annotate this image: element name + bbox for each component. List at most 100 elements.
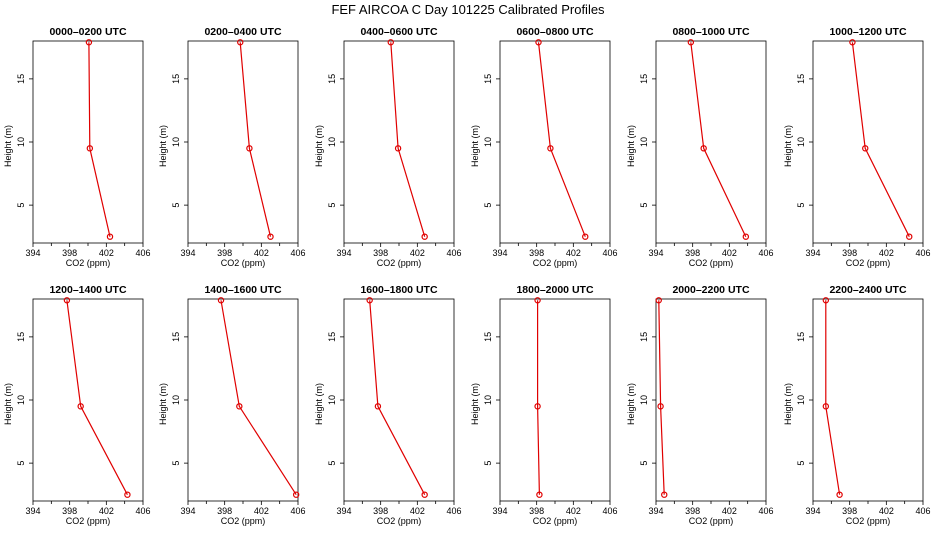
figure-title: FEF AIRCOA C Day 101225 Calibrated Profi… [331,2,605,17]
y-tick-label: 5 [483,461,493,466]
x-axis-label: CO2 (ppm) [689,258,734,268]
y-tick-label: 10 [171,395,181,405]
y-tick-label: 15 [639,74,649,84]
panel-6: 1000–1200 UTC 394 398 402 406 5 10 15 CO2 (ppm) H… [783,26,931,268]
y-tick-label: 10 [16,395,26,405]
y-tick-label: 10 [327,395,337,405]
x-tick-label: 402 [410,248,425,258]
y-tick-label: 5 [327,461,337,466]
data-point [655,297,662,304]
data-point [86,145,94,152]
y-tick-label: 10 [171,137,181,147]
data-point [77,403,84,410]
plot-frame [32,298,144,502]
y-tick-label: 10 [796,137,806,147]
panel-7: 1200–1400 UTC 394 398 402 406 5 10 15 CO2 (ppm) H… [3,284,151,526]
y-tick-label: 5 [16,461,26,466]
panel-title: 1000–1200 UTC [829,26,906,38]
y-tick-label: 15 [327,332,337,342]
x-axis-label: CO2 (ppm) [689,516,734,526]
x-tick-label: 406 [758,248,773,258]
x-tick-label: 402 [254,506,269,516]
x-tick-label: 406 [915,506,930,516]
panel-11: 2000–2200 UTC 394 398 402 406 5 10 15 CO2 (ppm) H… [626,284,774,526]
x-tick-label: 394 [805,248,820,258]
y-tick-label: 10 [796,395,806,405]
data-point [836,491,843,498]
y-tick-label: 15 [796,332,806,342]
panel-5: 0800–1000 UTC 394 398 402 406 5 10 15 CO2 (ppm) H… [626,26,774,268]
x-tick-label: 402 [99,248,114,258]
panel-8: 1400–1600 UTC 394 398 402 406 5 10 15 CO2 (ppm) H… [158,284,306,526]
x-tick-label: 402 [722,248,737,258]
x-axis-label: CO2 (ppm) [221,516,266,526]
panel-title: 2200–2400 UTC [829,284,906,296]
y-axis-label: Height (m) [3,383,13,425]
y-tick-label: 15 [796,74,806,84]
data-point [536,491,543,498]
x-tick-label: 406 [602,506,617,516]
panel-title: 1600–1800 UTC [360,284,437,296]
x-tick-label: 398 [62,248,77,258]
data-point [862,145,869,152]
data-point [236,403,243,410]
data-point [700,145,707,152]
y-axis-label: Height (m) [3,125,13,167]
y-tick-label: 15 [483,332,493,342]
plot-frame [655,40,767,244]
x-tick-label: 394 [25,248,40,258]
profile-line [658,300,665,495]
profile-line [369,300,426,495]
x-tick-label: 406 [446,506,461,516]
plot-frame [32,40,144,244]
panel-1: 0000–0200 UTC 394 398 402 406 5 10 15 CO2 (ppm) H… [3,26,151,268]
panel-12: 2200–2400 UTC 394 398 402 406 5 10 15 CO2 (ppm) H… [783,284,931,526]
panel-3: 0400–0600 UTC 394 398 402 406 5 10 15 CO2 (ppm) H… [314,26,462,268]
y-tick-label: 15 [16,332,26,342]
y-axis-label: Height (m) [470,383,480,425]
plot-frame [499,40,611,244]
data-point [63,297,71,304]
x-tick-label: 406 [446,248,461,258]
profile-line [66,300,128,495]
data-point [387,39,394,46]
data-point [534,297,541,304]
panel-title: 2000–2200 UTC [672,284,749,296]
panel-9: 1600–1800 UTC 394 398 402 406 5 10 15 CO2 (ppm) H… [314,284,462,526]
x-tick-label: 398 [842,248,857,258]
data-point [421,233,428,240]
y-tick-label: 10 [483,137,493,147]
y-tick-label: 10 [327,137,337,147]
profile-line [690,42,747,237]
data-point [124,491,131,498]
y-axis-label: Height (m) [314,125,324,167]
y-tick-label: 15 [171,74,181,84]
data-point [535,39,542,46]
y-tick-label: 5 [16,203,26,208]
data-point [657,403,664,410]
panel-title: 1200–1400 UTC [49,284,126,296]
x-tick-label: 398 [373,506,388,516]
data-point [292,491,300,498]
data-point [106,233,114,240]
x-tick-label: 406 [135,248,150,258]
data-point [822,297,830,304]
plot-frame [812,298,924,502]
plot-frame [499,298,611,502]
x-axis-label: CO2 (ppm) [377,258,422,268]
y-axis-label: Height (m) [783,383,793,425]
y-tick-label: 15 [327,74,337,84]
plot-frame [343,40,455,244]
y-tick-label: 5 [796,461,806,466]
y-tick-label: 15 [483,74,493,84]
data-point [217,297,225,304]
y-tick-label: 5 [171,461,181,466]
x-tick-label: 394 [648,248,663,258]
x-tick-label: 406 [758,506,773,516]
data-point [822,403,830,410]
x-axis-label: CO2 (ppm) [846,258,891,268]
panel-title: 1800–2000 UTC [516,284,593,296]
panel-4: 0600–0800 UTC 394 398 402 406 5 10 15 CO2 (ppm) H… [470,26,618,268]
plot-frame [343,298,455,502]
profile-line [220,300,297,496]
